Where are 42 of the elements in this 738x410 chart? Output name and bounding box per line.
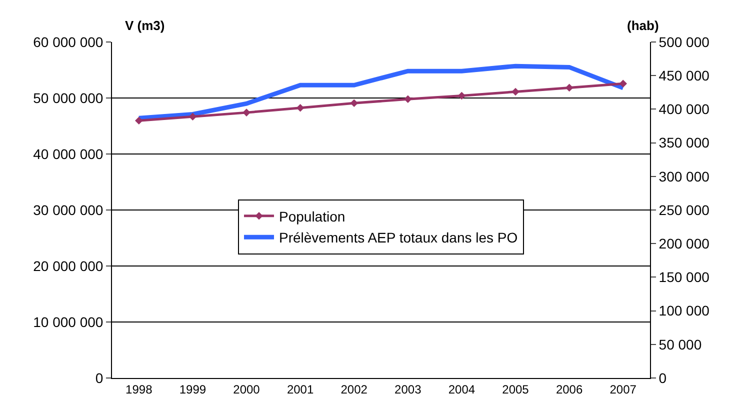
y-tick-label: 50 000 000 <box>33 90 104 106</box>
y-tick-label: 40 000 000 <box>33 146 104 162</box>
y-tick-label: 30 000 000 <box>33 202 104 218</box>
y2-tick-label: 100 000 <box>658 302 710 319</box>
y2-tick-label: 300 000 <box>658 168 710 184</box>
point <box>619 80 627 88</box>
y-tick-label: 10 000 000 <box>33 314 104 330</box>
y2-tick-label: 500 000 <box>658 34 710 50</box>
point <box>458 92 466 100</box>
x-tick-label: 2006 <box>556 382 583 396</box>
point <box>188 112 197 120</box>
y2-axis-title: (hab) <box>627 18 659 33</box>
x-tick-label: 2000 <box>233 382 260 396</box>
legend-label: Population <box>279 208 346 224</box>
y-tick-label: 0 <box>95 370 104 386</box>
point <box>135 116 143 125</box>
y2-tick-label: 150 000 <box>658 269 710 286</box>
x-tick-label: 2002 <box>340 382 368 396</box>
x-tick-label: 1998 <box>126 382 153 396</box>
point <box>565 84 574 92</box>
y2-tick-label: 250 000 <box>658 202 710 218</box>
point <box>512 88 520 96</box>
y-axis-title: V (m3) <box>125 18 165 33</box>
x-tick-label: 2004 <box>448 382 476 396</box>
y2-tick-label: 400 000 <box>658 101 710 118</box>
y-tick-label: 20 000 000 <box>33 258 104 274</box>
x-tick-label: 2005 <box>502 382 530 396</box>
y2-tick-label: 50 000 <box>658 336 702 352</box>
y2-tick-label: 200 000 <box>658 236 710 252</box>
legend-label: Prélèvements AEP totaux dans les PO <box>279 230 518 246</box>
point <box>296 104 304 112</box>
x-tick-label: 2007 <box>610 382 637 396</box>
y2-tick-label: 0 <box>658 370 667 386</box>
point <box>242 108 250 116</box>
x-tick-label: 2001 <box>286 382 314 396</box>
y2-tick-label: 350 000 <box>658 134 710 151</box>
x-tick-label: 1999 <box>179 382 206 396</box>
y-tick-label: 60 000 000 <box>33 34 104 50</box>
x-tick-label: 2003 <box>394 382 422 396</box>
y2-tick-label: 450 000 <box>658 68 710 84</box>
point <box>404 95 412 104</box>
point <box>350 99 358 108</box>
